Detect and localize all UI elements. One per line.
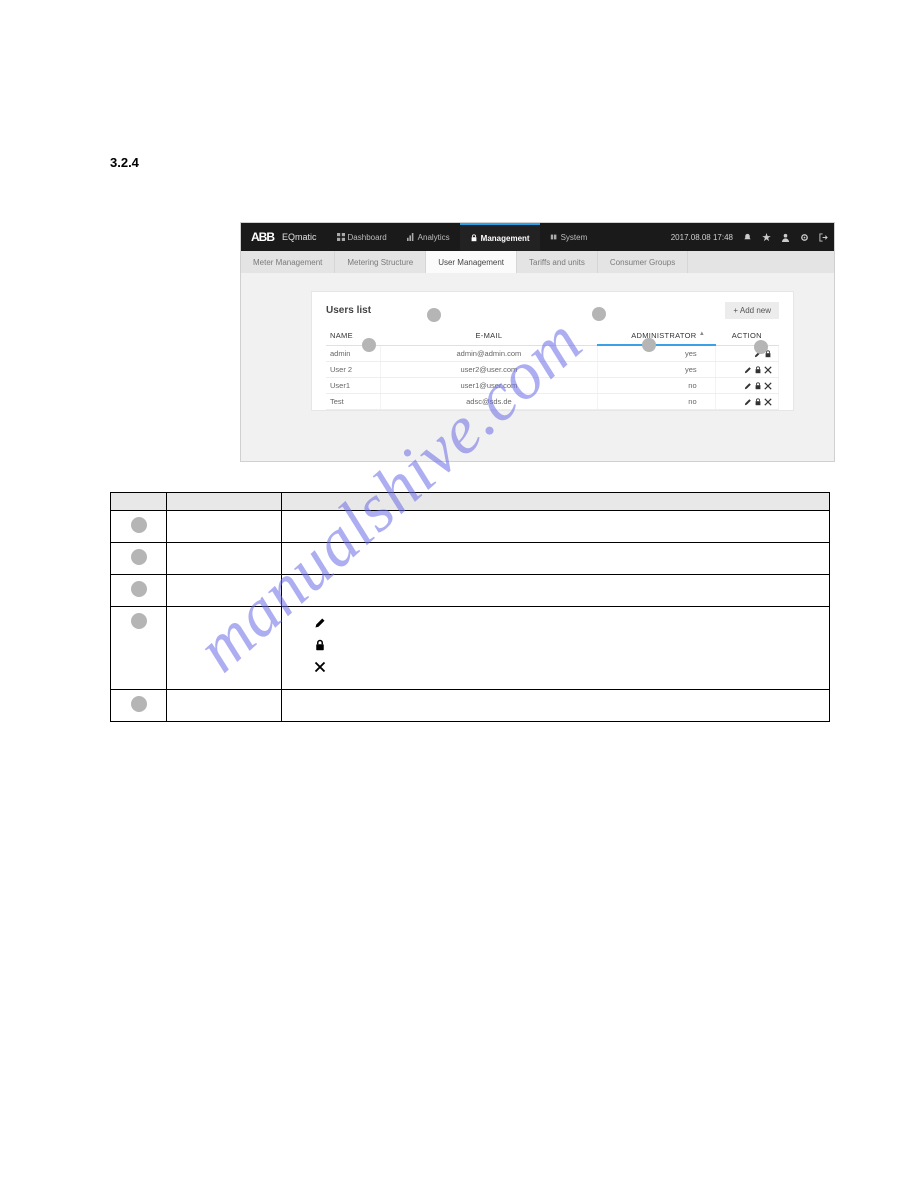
table-row: User 2user2@user.comyes — [326, 362, 779, 378]
table-row — [111, 511, 830, 543]
annotation-marker — [131, 517, 147, 533]
nav-label: Management — [481, 234, 530, 243]
cell-email: user1@user.com — [380, 378, 597, 394]
lock-icon[interactable] — [754, 397, 762, 406]
tab-meter-management[interactable]: Meter Management — [241, 251, 335, 273]
cell-admin: no — [597, 378, 715, 394]
tab-metering-structure[interactable]: Metering Structure — [335, 251, 426, 273]
lock-icon — [470, 234, 478, 242]
cell-action — [715, 345, 778, 362]
nav-label: Dashboard — [348, 233, 387, 242]
tab-label: Tariffs and units — [529, 258, 585, 267]
nav-dashboard[interactable]: Dashboard — [327, 223, 397, 251]
annotation-marker — [592, 307, 606, 321]
brand: EQmatic — [282, 232, 327, 242]
close-icon — [314, 661, 326, 673]
lock-icon[interactable] — [754, 365, 762, 374]
delete-icon[interactable] — [764, 381, 772, 390]
nav-management[interactable]: Management — [460, 223, 540, 251]
annotation-marker — [362, 338, 376, 352]
card-title: Users list — [326, 305, 371, 316]
annotation-marker — [754, 340, 768, 354]
col-action: ACTION — [715, 327, 778, 345]
user-icon[interactable] — [781, 233, 790, 242]
annotation-marker — [131, 613, 147, 629]
cell-email: user2@user.com — [380, 362, 597, 378]
lock-icon — [314, 639, 326, 651]
lock-icon[interactable] — [754, 381, 762, 390]
gear-icon[interactable] — [800, 233, 809, 242]
annotation-marker — [427, 308, 441, 322]
tab-tariffs[interactable]: Tariffs and units — [517, 251, 598, 273]
logo: ABB — [241, 230, 282, 244]
logout-icon[interactable] — [819, 233, 828, 242]
tab-consumer-groups[interactable]: Consumer Groups — [598, 251, 688, 273]
nav-label: System — [561, 233, 588, 242]
tab-user-management[interactable]: User Management — [426, 251, 517, 273]
topbar-right: 2017.08.08 17:48 — [671, 223, 828, 251]
col-admin[interactable]: ADMINISTRATOR ▲ — [597, 327, 715, 345]
nav-label: Analytics — [418, 233, 450, 242]
annotation-marker — [131, 581, 147, 597]
table-row — [111, 543, 830, 575]
cell-email: adsc@sds.de — [380, 394, 597, 410]
tab-label: Meter Management — [253, 258, 322, 267]
bell-icon[interactable] — [743, 233, 752, 242]
edit-icon[interactable] — [744, 397, 752, 406]
annotation-marker — [642, 338, 656, 352]
dashboard-icon — [337, 233, 345, 241]
delete-icon[interactable] — [764, 365, 772, 374]
cell-admin: yes — [597, 345, 715, 362]
annotation-marker — [131, 696, 147, 712]
nav-system[interactable]: System — [540, 223, 598, 251]
cell-action — [715, 394, 778, 410]
cell-admin: no — [597, 394, 715, 410]
cell-email: admin@admin.com — [380, 345, 597, 362]
timestamp: 2017.08.08 17:48 — [671, 233, 733, 242]
col-email[interactable]: E-MAIL — [380, 327, 597, 345]
table-row — [111, 690, 830, 722]
add-new-button[interactable]: + Add new — [725, 302, 779, 319]
cell-action — [715, 378, 778, 394]
nav-analytics[interactable]: Analytics — [397, 223, 460, 251]
main-nav: Dashboard Analytics Management System — [327, 223, 598, 251]
panel: Users list + Add new NAME E-MAIL ADMINIS… — [241, 273, 834, 461]
cell-admin: yes — [597, 362, 715, 378]
table-row — [111, 607, 830, 690]
table-row: adminadmin@admin.comyes — [326, 345, 779, 362]
cell-name: User 2 — [326, 362, 380, 378]
system-icon — [550, 233, 558, 241]
star-icon[interactable] — [762, 233, 771, 242]
section-number: 3.2.4 — [110, 155, 833, 170]
tab-label: User Management — [438, 258, 504, 267]
cell-action — [715, 362, 778, 378]
table-row: Testadsc@sds.deno — [326, 394, 779, 410]
tab-label: Consumer Groups — [610, 258, 675, 267]
cell-name: User1 — [326, 378, 380, 394]
analytics-icon — [407, 233, 415, 241]
table-row — [111, 575, 830, 607]
sub-tabs: Meter Management Metering Structure User… — [241, 251, 834, 273]
edit-icon — [314, 617, 326, 629]
users-card: Users list + Add new NAME E-MAIL ADMINIS… — [311, 291, 794, 411]
table-row: User1user1@user.comno — [326, 378, 779, 394]
edit-icon[interactable] — [744, 365, 752, 374]
topbar: ABB EQmatic Dashboard Analytics Manageme… — [241, 223, 834, 251]
reference-table — [110, 492, 830, 722]
app-screenshot: ABB EQmatic Dashboard Analytics Manageme… — [240, 222, 835, 462]
annotation-marker — [131, 549, 147, 565]
tab-label: Metering Structure — [347, 258, 413, 267]
edit-icon[interactable] — [744, 381, 752, 390]
cell-name: Test — [326, 394, 380, 410]
delete-icon[interactable] — [764, 397, 772, 406]
users-table: NAME E-MAIL ADMINISTRATOR ▲ ACTION admin… — [326, 327, 779, 410]
